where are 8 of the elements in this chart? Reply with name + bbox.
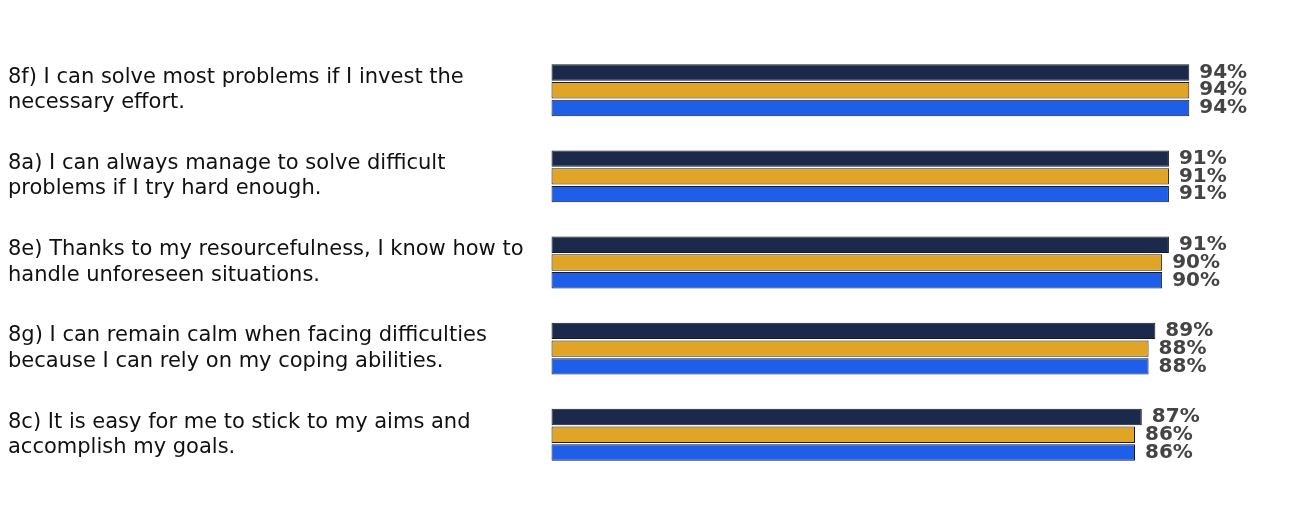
y-tick-label: 8c) It is easy for me to stick to my aims and accomplish my goals.	[8, 408, 471, 458]
y-tick-label: 8f) I can solve most problems if I invest the necessary effort.	[8, 64, 464, 114]
y-tick-label: 8a) I can always manage to solve difficult problems if I try hard enough.	[8, 150, 446, 200]
y-tick-label: 8e) Thanks to my resourcefulness, I know how to handle unforeseen situations.	[8, 236, 524, 286]
y-tick-label: 8g) I can remain calm when facing difficulties because I can rely on my coping abilities.	[8, 322, 487, 372]
data-label: 91%	[1178, 230, 1227, 255]
data-label: 91%	[1178, 144, 1227, 169]
data-label: 94%	[1199, 94, 1248, 119]
